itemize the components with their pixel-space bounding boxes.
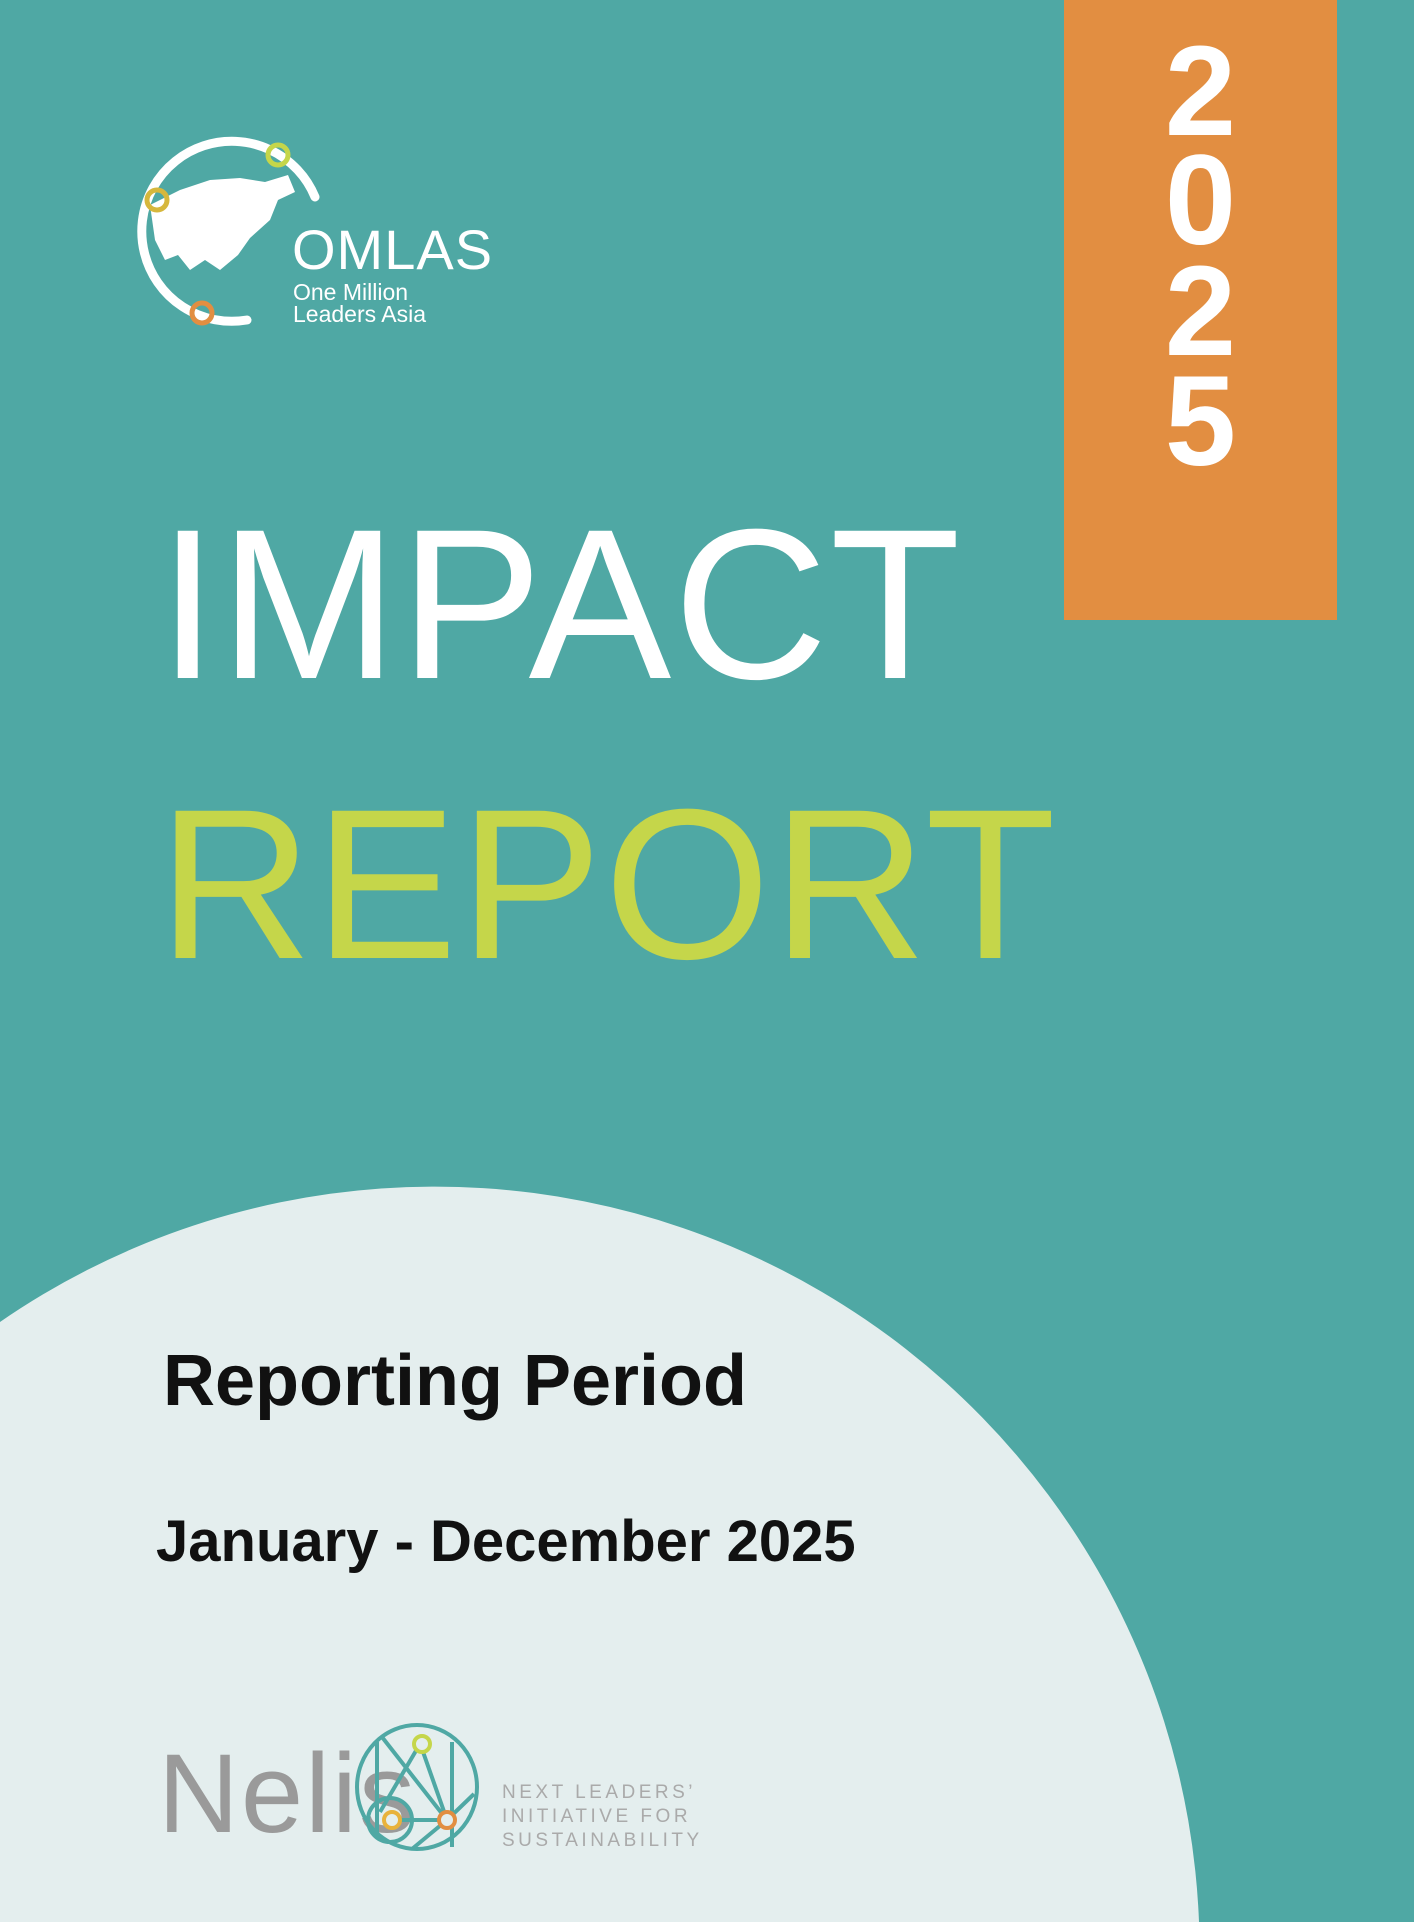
logo-subtitle-2: Leaders Asia — [293, 301, 426, 327]
year-digit: 2 — [1164, 240, 1237, 383]
logo-subtitle-1: One Million — [293, 279, 409, 305]
nelis-tagline-3: SUSTAINABILITY — [502, 1830, 703, 1851]
reporting-period-label: Reporting Period — [163, 1341, 748, 1421]
year-digit: 2 — [1164, 20, 1237, 163]
logo-name: OMLAS — [292, 218, 494, 281]
reporting-period-value: January - December 2025 — [156, 1509, 856, 1574]
nelis-tagline-2: INITIATIVE FOR — [502, 1806, 692, 1827]
nelis-emblem-icon — [355, 1723, 479, 1851]
year-banner: 2 0 2 5 — [1064, 0, 1337, 620]
title-impact: IMPACT — [158, 485, 963, 724]
omlas-globe-icon — [137, 136, 320, 326]
title-report: REPORT — [158, 765, 1058, 1004]
nelis-tagline-1: NEXT LEADERS’ — [502, 1782, 697, 1803]
year-digit: 5 — [1164, 350, 1237, 493]
year-digit: 0 — [1164, 129, 1237, 272]
